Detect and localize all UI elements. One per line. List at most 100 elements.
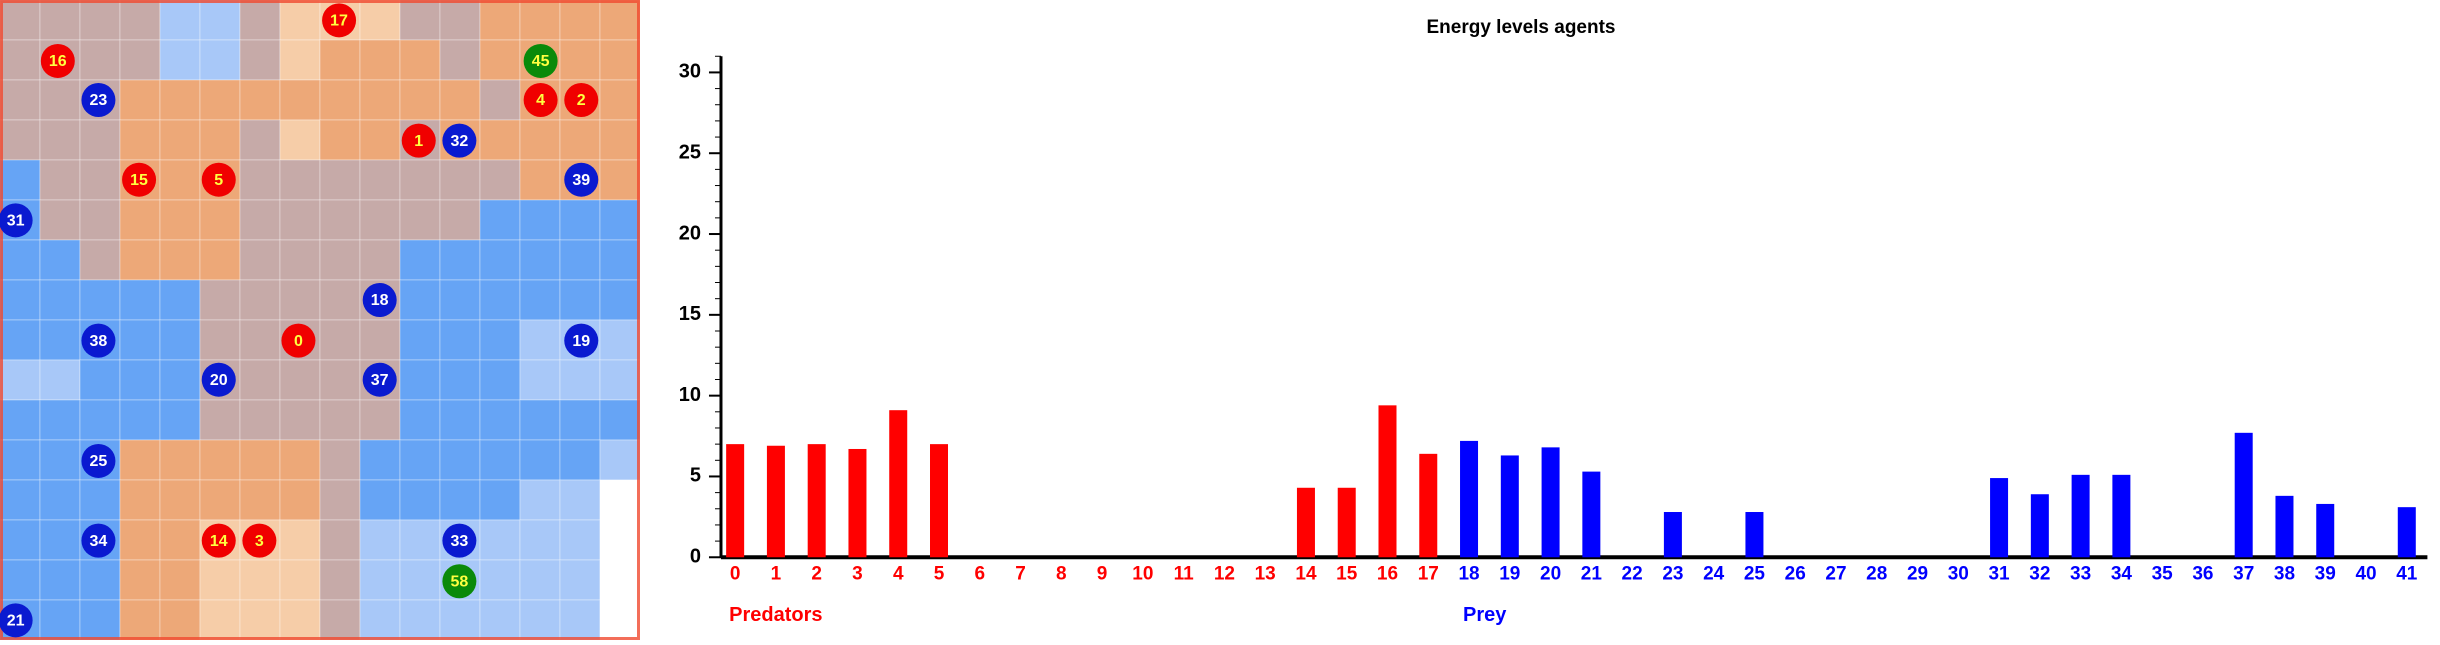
cell [199,0,241,41]
cell [319,599,361,641]
cell [159,279,201,321]
x-tick-label: 39 [2315,564,2336,585]
y-tick-label: 20 [679,222,701,244]
x-tick-label: 22 [1622,564,1643,585]
x-tick-label: 40 [2355,564,2376,585]
cell [319,479,361,521]
cell [79,399,121,441]
agent-label: 21 [7,613,25,630]
cell [279,559,321,601]
x-tick-label: 33 [2070,564,2091,585]
x-tick-label: 7 [1015,564,1026,585]
agent [362,362,397,397]
bar [1541,447,1560,558]
cell [599,239,641,281]
legend-label: Predators [729,604,822,626]
bar [1337,487,1356,558]
cell [39,279,81,321]
cell [159,399,201,441]
x-tick-label: 8 [1056,564,1067,585]
cell [519,0,561,41]
x-tick-label: 19 [1499,564,1520,585]
cell [319,559,361,601]
bar [2234,432,2253,558]
world-border [0,0,640,640]
cell [119,399,161,441]
cell [599,519,641,561]
cell [319,439,361,481]
cell [39,599,81,641]
cell [479,359,521,401]
cell [199,279,241,321]
agent-label: 34 [90,533,108,550]
cell [79,279,121,321]
cell [119,479,161,521]
cell [479,79,521,121]
agent [322,3,357,38]
cell [79,0,121,41]
x-tick-label: 0 [730,564,741,585]
bar [766,445,785,558]
cell [279,439,321,481]
cell [359,599,401,641]
cell [399,359,441,401]
agent [201,362,236,397]
bar [1500,455,1519,558]
cell [399,0,441,41]
cell [599,559,641,601]
x-tick-label: 26 [1785,564,1806,585]
cell [359,319,401,361]
cell [519,159,561,201]
cell [599,79,641,121]
cell [279,0,321,41]
x-tick-label: 14 [1295,564,1317,585]
x-tick-label: 16 [1377,564,1398,585]
cell [479,439,521,481]
cell [399,439,441,481]
cell [279,279,321,321]
cell [79,239,121,281]
cell [319,79,361,121]
cell [279,39,321,81]
cell [79,479,121,521]
agent-label: 45 [532,53,550,70]
cell [239,439,281,481]
cell [319,279,361,321]
cell [159,0,201,41]
bar [1296,487,1315,558]
cell [359,519,401,561]
cell [119,519,161,561]
cell [199,79,241,121]
cell [119,359,161,401]
cell [439,439,481,481]
cell [0,159,41,201]
cell [279,519,321,561]
cell [439,359,481,401]
cell [399,79,441,121]
cell [39,559,81,601]
cell [79,359,121,401]
cell [0,479,41,521]
x-tick-label: 17 [1418,564,1439,585]
bar [726,444,745,558]
agent-label: 32 [450,133,468,150]
y-tick-label: 0 [690,546,701,568]
agent-label: 14 [210,533,228,550]
cell [599,159,641,201]
cell [559,279,601,321]
cell [479,399,521,441]
cell [199,319,241,361]
cell [399,519,441,561]
agent-label: 3 [255,533,264,550]
cell [319,119,361,161]
cell [519,399,561,441]
cell [359,439,401,481]
agent [362,283,397,317]
x-tick-label: 31 [1988,564,2010,585]
cell [239,479,281,521]
x-tick-label: 38 [2274,564,2295,585]
cell [399,159,441,201]
cell [39,199,81,241]
cell [239,359,281,401]
